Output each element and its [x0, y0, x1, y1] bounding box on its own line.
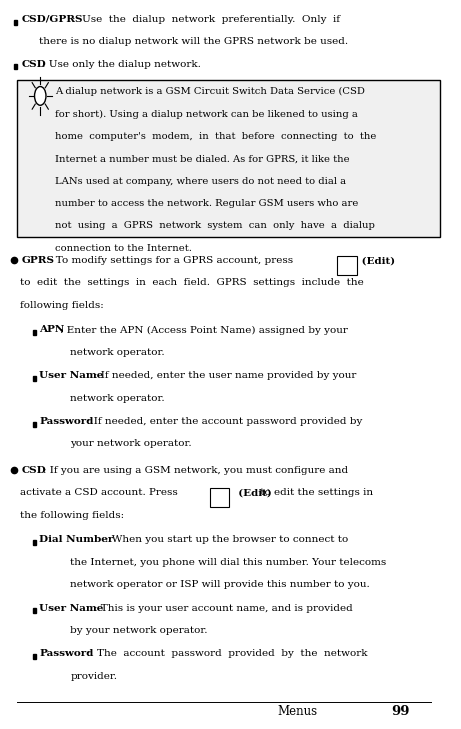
Text: : When you start up the browser to connect to: : When you start up the browser to conne… [105, 535, 348, 545]
Text: :  Use  the  dialup  network  preferentially.  Only  if: : Use the dialup network preferentially.… [71, 15, 339, 24]
Text: Dial Number: Dial Number [39, 535, 114, 545]
Text: by your network operator.: by your network operator. [70, 626, 208, 635]
Bar [33, 654, 35, 659]
Text: : Use only the dialup network.: : Use only the dialup network. [42, 60, 201, 69]
Text: Menus: Menus [277, 705, 317, 717]
Bar [33, 376, 35, 381]
Text: : If needed, enter the user name provided by your: : If needed, enter the user name provide… [94, 371, 356, 381]
FancyBboxPatch shape [337, 256, 357, 275]
Text: to  edit  the  settings  in  each  field.  GPRS  settings  include  the: to edit the settings in each field. GPRS… [19, 278, 363, 287]
Text: 99: 99 [391, 705, 410, 717]
Text: the Internet, you phone will dial this number. Your telecoms: the Internet, you phone will dial this n… [70, 558, 386, 566]
Text: LANs used at company, where users do not need to dial a: LANs used at company, where users do not… [55, 176, 346, 186]
Bar [33, 608, 35, 613]
Text: CSD: CSD [22, 60, 47, 69]
Text: not  using  a  GPRS  network  system  can  only  have  a  dialup: not using a GPRS network system can only… [55, 222, 375, 230]
Text: following fields:: following fields: [19, 301, 103, 310]
Text: (Edit): (Edit) [231, 488, 272, 497]
FancyBboxPatch shape [18, 80, 440, 237]
Text: activate a CSD account. Press: activate a CSD account. Press [19, 488, 177, 497]
Text: network operator.: network operator. [70, 348, 165, 356]
Text: : Enter the APN (Access Point Name) assigned by your: : Enter the APN (Access Point Name) assi… [60, 325, 349, 335]
Text: Password: Password [39, 417, 94, 426]
Bar [33, 540, 35, 545]
Text: the following fields:: the following fields: [19, 511, 124, 520]
Text: network operator.: network operator. [70, 394, 165, 402]
Text: Password: Password [39, 650, 94, 658]
Text: : If needed, enter the account password provided by: : If needed, enter the account password … [87, 417, 362, 426]
Text: CSD/GPRS: CSD/GPRS [22, 15, 83, 24]
Text: connection to the Internet.: connection to the Internet. [55, 243, 192, 253]
Bar [14, 64, 17, 69]
Text: ⊡: ⊡ [343, 261, 351, 270]
Text: Internet a number must be dialed. As for GPRS, it like the: Internet a number must be dialed. As for… [55, 155, 349, 163]
Text: ⊡: ⊡ [216, 493, 223, 502]
Text: CSD: CSD [22, 466, 47, 475]
Text: A dialup network is a GSM Circuit Switch Data Service (CSD: A dialup network is a GSM Circuit Switch… [55, 87, 365, 96]
Text: : To modify settings for a GPRS account, press: : To modify settings for a GPRS account,… [49, 256, 293, 265]
Text: User Name: User Name [39, 371, 104, 381]
Circle shape [35, 87, 46, 105]
Text: User Name: User Name [39, 604, 104, 612]
Bar [33, 421, 35, 426]
Text: provider.: provider. [70, 671, 117, 681]
Bar [33, 330, 35, 335]
Text: network operator or ISP will provide this number to you.: network operator or ISP will provide thi… [70, 580, 370, 589]
Text: GPRS: GPRS [22, 256, 55, 265]
Text: APN: APN [39, 325, 65, 335]
Text: your network operator.: your network operator. [70, 440, 192, 448]
Text: (Edit): (Edit) [359, 256, 396, 265]
FancyBboxPatch shape [210, 488, 229, 507]
Text: home  computer's  modem,  in  that  before  connecting  to  the: home computer's modem, in that before co… [55, 132, 376, 141]
Text: there is no dialup network will the GPRS network be used.: there is no dialup network will the GPRS… [39, 37, 349, 47]
Text: :  The  account  password  provided  by  the  network: : The account password provided by the n… [87, 650, 367, 658]
Bar [14, 20, 17, 25]
Text: for short). Using a dialup network can be likened to using a: for short). Using a dialup network can b… [55, 109, 358, 119]
Text: : This is your user account name, and is provided: : This is your user account name, and is… [94, 604, 352, 612]
Text: number to access the network. Regular GSM users who are: number to access the network. Regular GS… [55, 199, 358, 208]
Text: to edit the settings in: to edit the settings in [257, 488, 373, 497]
Text: : If you are using a GSM network, you must configure and: : If you are using a GSM network, you mu… [43, 466, 348, 475]
